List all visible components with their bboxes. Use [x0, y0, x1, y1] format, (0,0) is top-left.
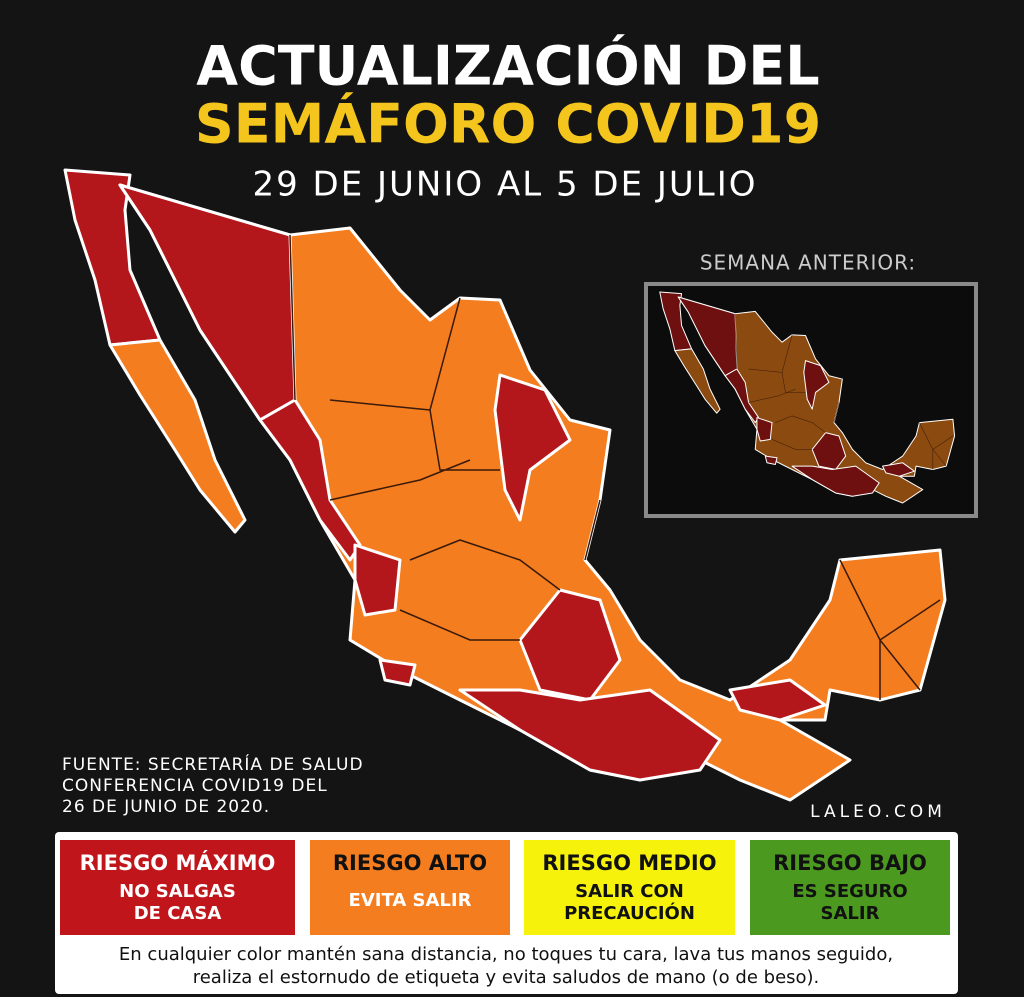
legend-title: RIESGO MÁXIMO — [80, 850, 276, 875]
legend-desc: DE CASA — [134, 903, 222, 924]
source-line: FUENTE: SECRETARÍA DE SALUD — [62, 753, 364, 775]
legend-desc: ES SEGURO — [792, 881, 907, 902]
legend-swatch — [750, 840, 950, 935]
legend-swatch — [524, 840, 735, 935]
date-range: 29 DE JUNIO AL 5 DE JULIO — [252, 165, 757, 205]
legend-desc: EVITA SALIR — [349, 890, 472, 911]
site: LALEO.COM — [810, 802, 946, 822]
legend-swatch — [310, 840, 510, 935]
source-line: CONFERENCIA COVID19 DEL — [62, 776, 328, 796]
legend-desc: SALIR CON — [575, 881, 684, 902]
title-line: SEMÁFORO COVID19 — [195, 93, 821, 156]
inset-label: SEMANA ANTERIOR: — [700, 251, 916, 275]
legend-title: RIESGO BAJO — [773, 851, 927, 875]
legend-desc: PRECAUCIÓN — [564, 902, 695, 924]
legend-title: RIESGO ALTO — [333, 851, 487, 875]
source-line: 26 DE JUNIO DE 2020. — [62, 797, 270, 817]
note-line: realiza el estornudo de etiqueta y evita… — [193, 967, 820, 988]
note-line: En cualquier color mantén sana distancia… — [119, 944, 893, 965]
legend-title: RIESGO MEDIO — [542, 851, 716, 875]
legend-desc: SALIR — [821, 903, 880, 924]
legend-desc: NO SALGAS — [119, 881, 236, 902]
legend-swatch — [60, 840, 295, 935]
title-line: ACTUALIZACIÓN DEL — [196, 35, 819, 98]
